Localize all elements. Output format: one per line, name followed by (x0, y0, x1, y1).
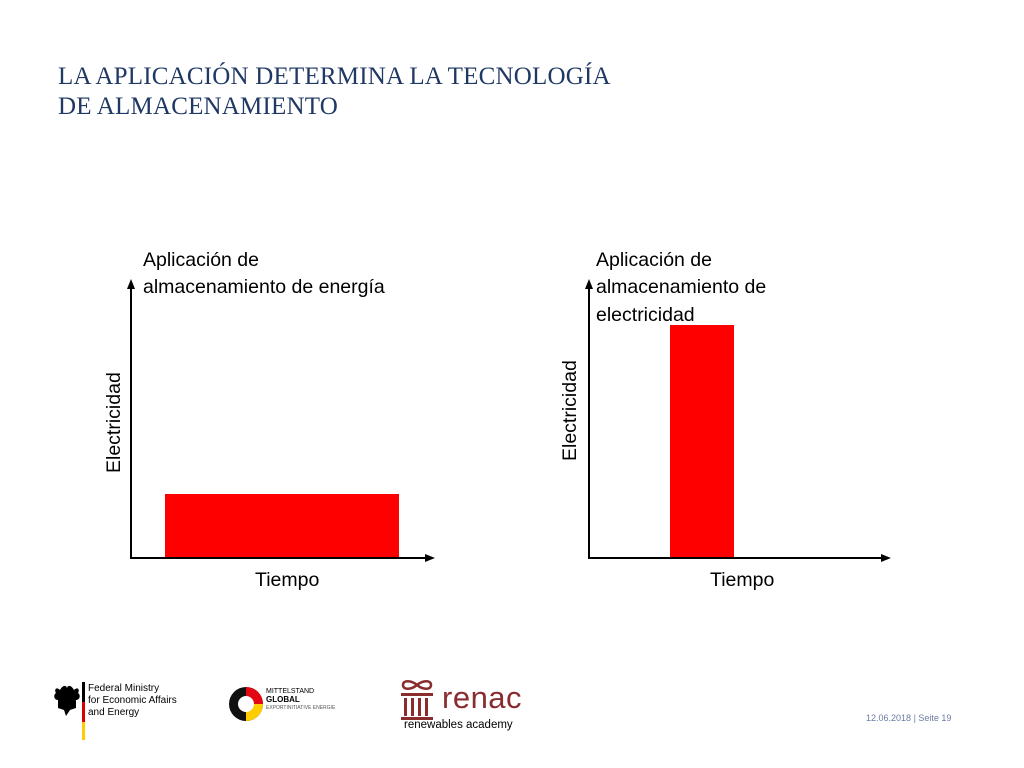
bmwi-line-3: and Energy (88, 707, 140, 718)
diagram-1-label-line-2: almacenamiento de energía (143, 276, 385, 298)
diagram-1-y-label: Electricidad (103, 372, 125, 473)
mittelstand-line-3: EXPORTINITIATIVE ENERGIE (266, 705, 336, 711)
diagram-2-bar (670, 325, 734, 557)
bmwi-line-1: Federal Ministry (88, 683, 160, 694)
diagram-1-x-label: Tiempo (255, 569, 319, 591)
slide-title: LA APLICACIÓN DETERMINA LA TECNOLOGÍA DE… (58, 62, 611, 122)
diagram-2-label-line-1: Aplicación de (596, 249, 712, 271)
page-info: 12.06.2018 | Seite 19 (866, 713, 951, 723)
diagram-1-bar (165, 494, 399, 557)
mittelstand-line-2: GLOBAL (266, 695, 300, 704)
bmwi-logo (54, 682, 85, 740)
diagram-1-label-line-1: Aplicación de (143, 249, 259, 271)
renac-subtitle: renewables academy (404, 719, 513, 731)
mittelstand-global-text: MITTELSTAND GLOBAL EXPORTINITIATIVE ENER… (266, 688, 335, 712)
eagle-icon (54, 685, 80, 716)
bmwi-text: Federal Ministry for Economic Affairs an… (88, 683, 177, 719)
diagram-2-x-label: Tiempo (710, 569, 774, 591)
renac-wordmark: renac (442, 680, 523, 715)
diagram-2-label-line-2: almacenamiento de (596, 276, 766, 298)
renac-logo-icon (401, 680, 433, 720)
mittelstand-line-1: MITTELSTAND (266, 688, 315, 695)
slide-title-line-2: DE ALMACENAMIENTO (58, 93, 339, 120)
slide-title-line-1: LA APLICACIÓN DETERMINA LA TECNOLOGÍA (58, 63, 611, 90)
bmwi-line-2: for Economic Affairs (88, 695, 177, 706)
diagram-2-label-line-3: electricidad (596, 304, 695, 326)
slide-date: 12.06.2018 (866, 713, 912, 723)
page-separator: | (913, 713, 919, 723)
diagram-2-y-label: Electricidad (559, 360, 581, 461)
diagram-electricity-storage: Aplicación de almacenamiento de electric… (559, 249, 891, 591)
page-number: Seite 19 (918, 713, 952, 723)
diagram-energy-storage: Aplicación de almacenamiento de energía … (103, 249, 435, 591)
mittelstand-global-logo (229, 687, 263, 721)
